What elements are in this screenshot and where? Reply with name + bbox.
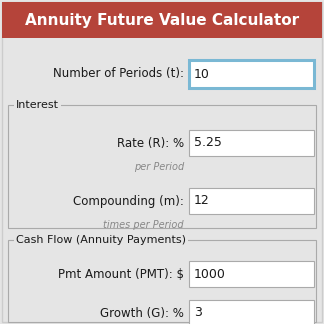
Text: times per Period: times per Period <box>103 220 184 230</box>
Text: Growth (G): %: Growth (G): % <box>100 307 184 319</box>
Text: per Period: per Period <box>134 162 184 172</box>
Text: Pmt Amount (PMT): $: Pmt Amount (PMT): $ <box>58 268 184 281</box>
Text: Annuity Future Value Calculator: Annuity Future Value Calculator <box>25 13 299 28</box>
Bar <box>2 2 322 38</box>
Text: Interest: Interest <box>16 100 59 110</box>
Bar <box>189 188 314 214</box>
Text: Number of Periods (t):: Number of Periods (t): <box>53 67 184 80</box>
Text: 5.25: 5.25 <box>194 136 222 149</box>
Bar <box>189 60 314 88</box>
Text: Cash Flow (Annuity Payments): Cash Flow (Annuity Payments) <box>16 235 186 245</box>
Text: Compounding (m):: Compounding (m): <box>73 194 184 207</box>
Text: Rate (R): %: Rate (R): % <box>117 136 184 149</box>
Text: 3: 3 <box>194 307 202 319</box>
Bar <box>8 105 316 228</box>
Bar <box>189 300 314 324</box>
Text: 1000: 1000 <box>194 268 226 281</box>
Bar <box>189 130 314 156</box>
Bar <box>189 261 314 287</box>
Text: 12: 12 <box>194 194 210 207</box>
Text: 10: 10 <box>194 67 210 80</box>
Bar <box>8 240 316 322</box>
